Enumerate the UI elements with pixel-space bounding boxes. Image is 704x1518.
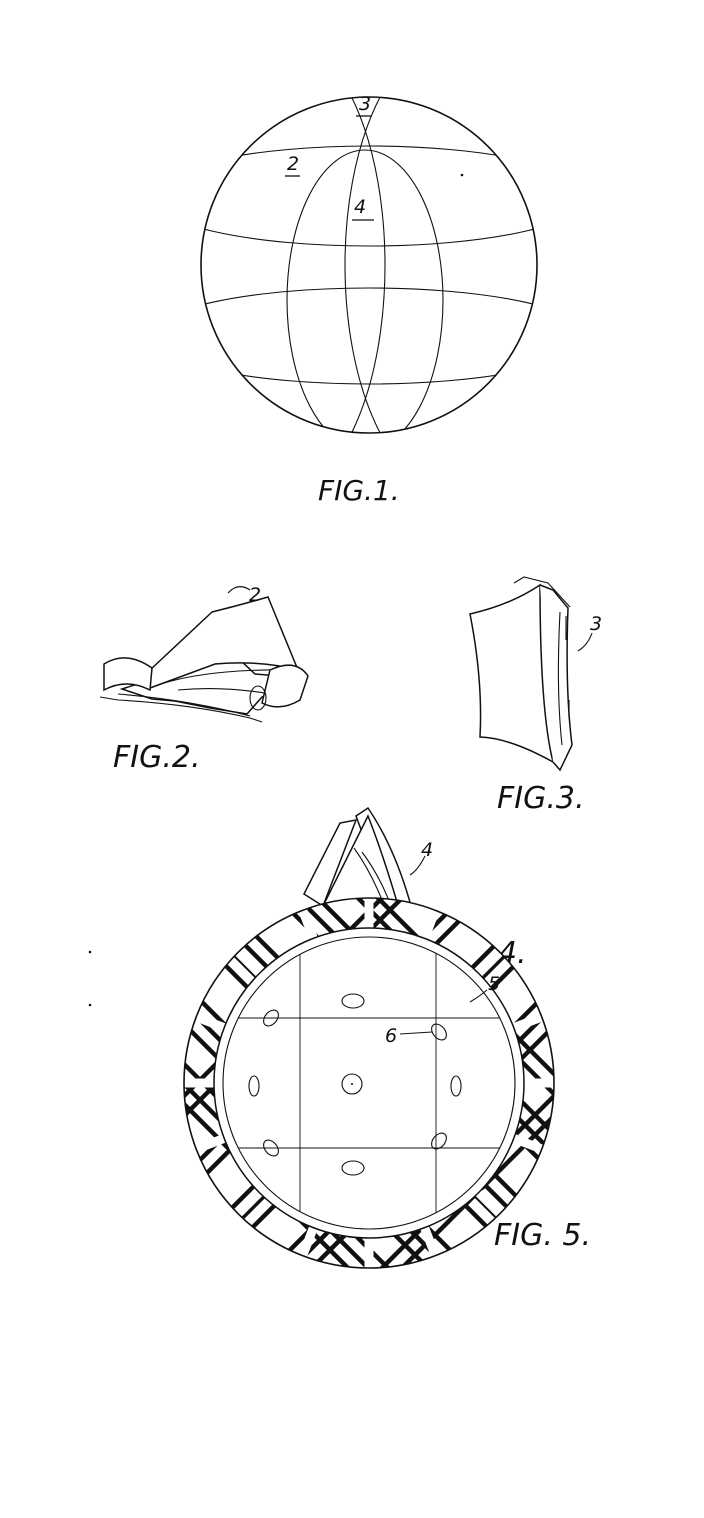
fig2-panel [99,586,309,723]
ball-seam-lower [201,287,537,385]
ref-6-fig5: 6 [385,1025,397,1047]
fig5-inner-shell [213,927,525,1239]
fig5-caption: FIG. 5. [494,1218,591,1253]
ball-seam-center [286,149,444,433]
fig3-caption: FIG.3. [497,781,585,816]
fig1-ball [200,96,538,434]
ref-3-fig3: 3 [590,613,602,635]
fig5-holes [248,993,462,1176]
fig1-caption: FIG.1. [318,474,400,507]
fig5-grid [223,937,515,1229]
ref-4-fig1: 4 [354,196,366,218]
ref-2-fig1: 2 [287,153,299,175]
fig5-inner-circle [222,936,516,1230]
ball-seam-upper [201,145,537,247]
fig5-section [183,897,555,1269]
ref-2-fig2: 2 [249,584,261,606]
fig3-face [469,583,555,764]
fig3-panel [469,576,593,772]
ball-seam-left [201,97,386,433]
ref-5-fig5: 5 [488,973,500,995]
ball-outline [200,96,538,434]
fig2-caption: FIG.2. [113,740,201,775]
ref-3-fig1: 3 [359,93,371,115]
ref-4-fig4: 4 [421,839,433,861]
ball-seam-right [344,97,537,433]
fig5-outer-circle [183,897,555,1269]
